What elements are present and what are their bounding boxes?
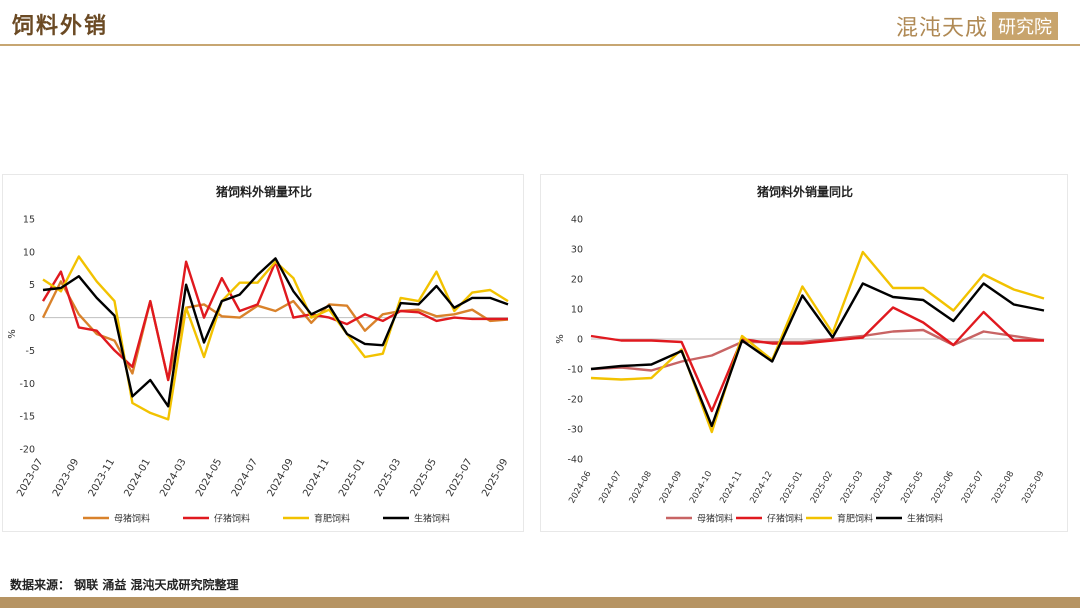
y-tick-label: 0 (577, 335, 583, 346)
y-tick-label: -40 (567, 455, 583, 466)
x-tick-label: 2023-07 (15, 457, 45, 499)
x-tick-label: 2025-07 (444, 457, 474, 499)
y-tick-label: 10 (571, 305, 583, 316)
y-tick-label: -10 (19, 379, 35, 390)
y-tick-label: 0 (29, 313, 35, 324)
x-tick-label: 2025-05 (899, 470, 925, 506)
x-tick-label: 2024-01 (122, 457, 152, 499)
x-tick-label: 2025-05 (409, 457, 439, 499)
legend-label: 母猪饲料 (697, 513, 733, 525)
legend-label: 仔猪饲料 (767, 513, 803, 525)
logo-text: 混沌天成 (895, 16, 988, 41)
x-tick-label: 2025-06 (930, 470, 956, 506)
x-tick-label: 2025-09 (1020, 470, 1046, 506)
logo-box-text: 研究院 (992, 12, 1058, 40)
y-tick-label: 30 (571, 245, 583, 256)
legend-label: 生猪饲料 (414, 513, 450, 525)
x-tick-label: 2024-06 (567, 470, 593, 506)
brand-logo: 混沌天成 研究院 (896, 10, 1058, 42)
chart-panel-mom: 猪饲料外销量环比% 15 10 5 0 -5 -10 -15 -20 2023-07 2023-09… (2, 174, 524, 532)
x-tick-label: 2024-03 (158, 457, 188, 499)
y-tick-label: -20 (19, 445, 35, 456)
header-divider (0, 44, 1080, 46)
series-line-3 (42, 257, 509, 408)
chart-panel-yoy: 猪饲料外销量同比% 40 30 20 10 0 -10 -20 -30 -40 2024-06 202… (540, 174, 1068, 532)
chart-title: 猪饲料外销量同比 (756, 184, 853, 199)
legend-label: 母猪饲料 (114, 513, 150, 525)
series-line-1 (590, 306, 1044, 413)
legend-label: 生猪饲料 (907, 513, 943, 525)
x-tick-label: 2024-05 (194, 457, 224, 499)
x-tick-label: 2023-11 (87, 457, 117, 499)
chart-title: 猪饲料外销量环比 (215, 184, 312, 199)
y-tick-label: 40 (571, 215, 583, 226)
y-tick-label: 15 (23, 215, 35, 226)
y-tick-label: 20 (571, 275, 583, 286)
series-line-2 (590, 250, 1045, 434)
y-tick-label: -10 (567, 365, 583, 376)
series-line-0 (41, 280, 509, 382)
series-line-0 (590, 328, 1045, 372)
x-tick-label: 2024-11 (718, 470, 744, 506)
x-tick-label: 2025-03 (839, 470, 865, 506)
x-tick-label: 2024-12 (748, 470, 774, 506)
footer-bar (0, 597, 1080, 608)
x-tick-label: 2024-07 (230, 457, 260, 499)
x-tick-label: 2024-07 (597, 470, 623, 506)
x-tick-label: 2025-09 (480, 457, 510, 499)
series-line-3 (590, 282, 1045, 428)
y-axis-label: % (7, 329, 18, 339)
legend-label: 仔猪饲料 (214, 513, 250, 525)
x-tick-label: 2023-09 (51, 457, 81, 499)
y-tick-label: -15 (19, 412, 35, 423)
y-tick-label: 10 (23, 247, 35, 258)
x-tick-label: 2025-07 (960, 470, 986, 506)
x-tick-label: 2024-10 (688, 470, 714, 506)
series-line-2 (42, 255, 509, 421)
x-tick-label: 2024-08 (628, 470, 654, 506)
y-tick-label: -5 (26, 346, 35, 357)
x-tick-label: 2024-11 (301, 457, 331, 499)
legend-label: 育肥饲料 (837, 513, 873, 525)
x-tick-label: 2025-01 (337, 457, 367, 499)
x-tick-label: 2025-04 (869, 470, 895, 506)
x-tick-label: 2025-02 (809, 470, 835, 506)
x-tick-label: 2025-03 (373, 457, 403, 499)
x-tick-label: 2024-09 (266, 457, 296, 499)
y-tick-label: 5 (29, 280, 35, 291)
page-title: 饲料外销 (12, 13, 109, 39)
legend-label: 育肥饲料 (314, 513, 350, 525)
x-tick-label: 2025-01 (779, 470, 805, 506)
y-axis-label: % (555, 334, 566, 344)
x-tick-label: 2024-09 (658, 470, 684, 506)
x-tick-label: 2025-08 (990, 470, 1016, 506)
source-note: 数据来源： 钢联 涌益 混沌天成研究院整理 (10, 578, 239, 592)
y-tick-label: -30 (567, 425, 583, 436)
series-line-1 (41, 260, 508, 382)
y-tick-label: -20 (567, 395, 583, 406)
